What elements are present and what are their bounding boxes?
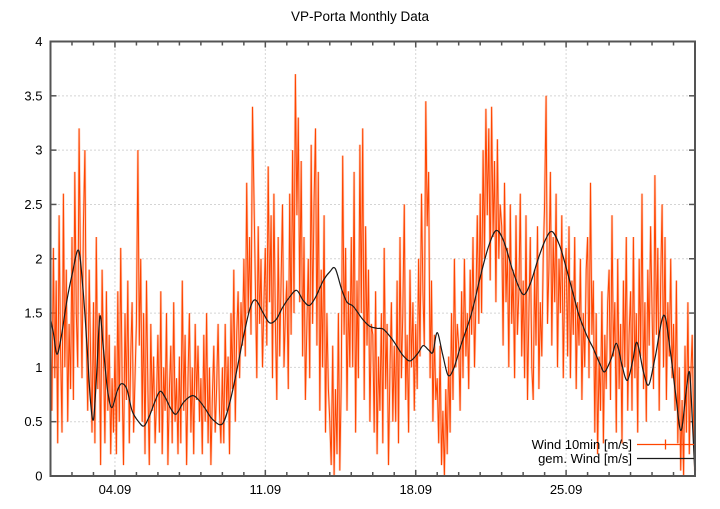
y-tick-label: 2.5 xyxy=(24,197,42,212)
gridlines xyxy=(50,41,695,476)
x-tick-labels: 04.09 11.09 18.09 25.09 xyxy=(99,482,583,497)
chart-title: VP-Porta Monthly Data xyxy=(291,9,430,24)
legend: Wind 10min [m/s]gem. Wind [m/s] xyxy=(532,437,694,466)
x-tick-label: 18.09 xyxy=(399,482,432,497)
data-series xyxy=(49,74,697,477)
y-tick-label: 3.5 xyxy=(24,88,42,103)
y-tick-label: 0 xyxy=(35,469,42,484)
y-tick-label: 1 xyxy=(35,360,42,375)
x-tick-label: 04.09 xyxy=(99,482,132,497)
x-tick-label: 11.09 xyxy=(250,482,282,497)
gem-wind-series xyxy=(49,229,696,468)
wind-10min-series xyxy=(50,74,696,477)
y-tick-label: 1.5 xyxy=(24,306,42,321)
y-tick-label: 3 xyxy=(35,143,42,158)
legend-label: gem. Wind [m/s] xyxy=(538,451,632,466)
y-tick-labels: 0 0.5 1 1.5 2 2.5 3 3.5 4 xyxy=(24,34,42,484)
legend-label: Wind 10min [m/s] xyxy=(532,437,632,452)
plot-border xyxy=(49,40,696,477)
x-tick-label: 25.09 xyxy=(550,482,583,497)
y-tick-label: 4 xyxy=(35,34,42,49)
y-tick-label: 2 xyxy=(35,251,42,266)
y-tick-label: 0.5 xyxy=(24,414,42,429)
